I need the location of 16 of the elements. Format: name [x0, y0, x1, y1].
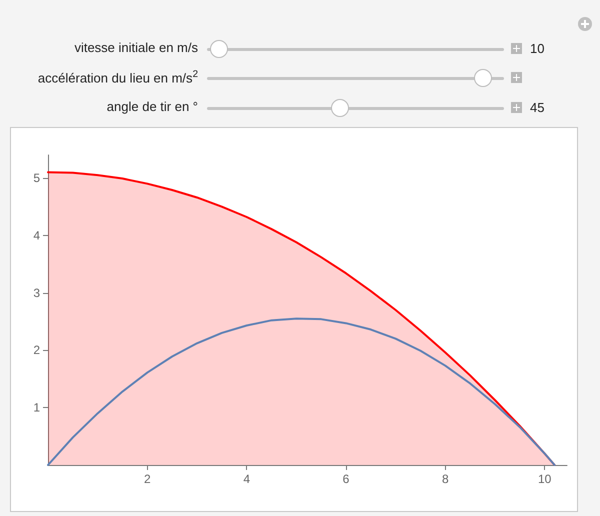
line-series [47, 318, 556, 466]
text: accélération du lieu en m/s$^{2}$ [38, 69, 198, 86]
text: vitesse initiale en m/s [74, 40, 198, 55]
text: 45 [530, 100, 544, 115]
y-tick-label: 1 [33, 400, 40, 415]
text: 10 [530, 41, 544, 56]
x-tick-label: 2 [144, 472, 151, 486]
y-tick-label: 5 [33, 170, 40, 185]
x-tick-label: 4 [243, 472, 250, 486]
x-tick-label: 10 [538, 472, 552, 486]
y-tick-label: 3 [33, 286, 40, 300]
y-tick-label: 4 [33, 228, 40, 242]
text: angle de tir en ° [106, 99, 198, 114]
x-tick-label: 8 [442, 472, 449, 486]
x-tick-label: 6 [342, 472, 350, 486]
y-tick-label: 2 [33, 343, 40, 358]
